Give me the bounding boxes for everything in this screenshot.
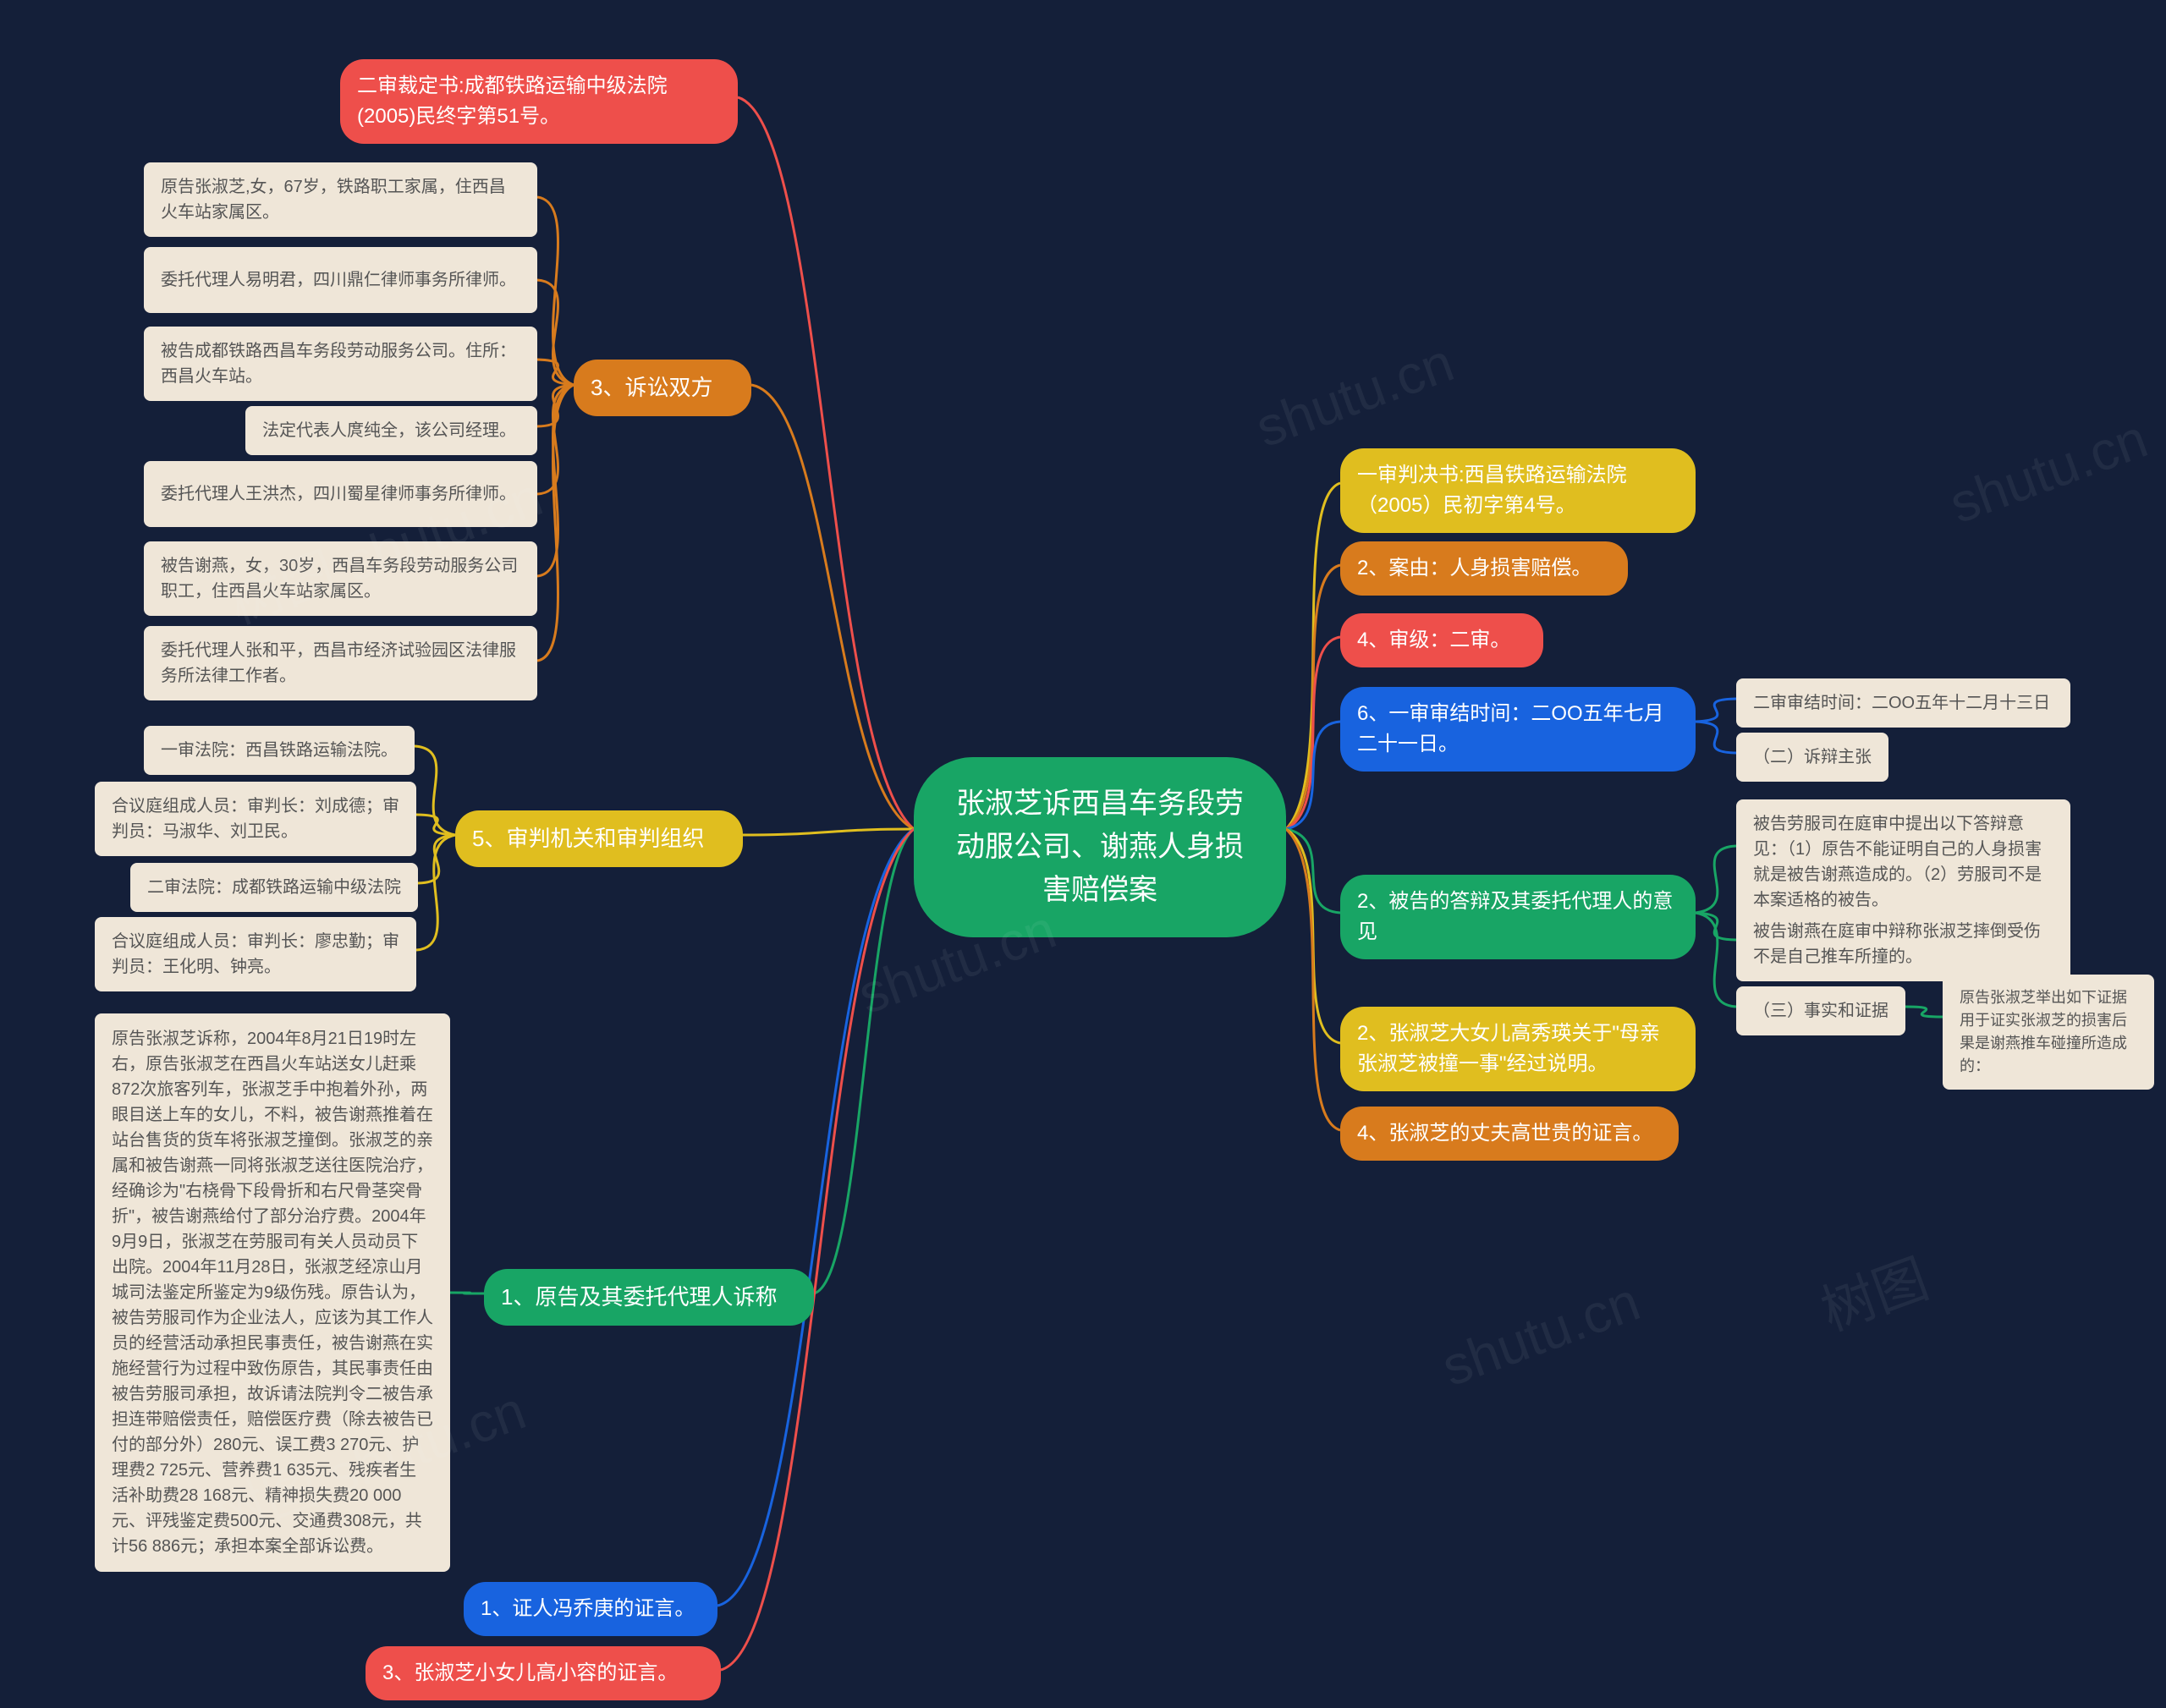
mindmap-node[interactable]: 一审判决书:西昌铁路运输法院（2005）民初字第4号。 [1340,448,1696,533]
mindmap-node[interactable]: 3、张淑芝小女儿高小容的证言。 [366,1646,721,1700]
mindmap-node[interactable]: 委托代理人易明君，四川鼎仁律师事务所律师。 [144,247,537,313]
edge [1696,913,1736,1007]
mindmap-node[interactable]: 二审裁定书:成都铁路运输中级法院(2005)民终字第51号。 [340,59,738,144]
edge [1696,722,1736,753]
edge [743,829,914,835]
mindmap-node[interactable]: 5、审判机关和审判组织 [455,810,743,867]
mindmap-node[interactable]: 一审法院：西昌铁路运输法院。 [144,726,415,775]
edge [721,829,914,1670]
mindmap-node[interactable]: 1、原告及其委托代理人诉称 [484,1269,814,1326]
mindmap-node[interactable]: 6、一审审结时间：二OO五年七月二十一日。 [1340,687,1696,772]
mindmap-node[interactable]: 委托代理人张和平，西昌市经济试验园区法律服务所法律工作者。 [144,626,537,700]
mindmap-node[interactable]: 2、张淑芝大女儿高秀瑛关于"母亲张淑芝被撞一事"经过说明。 [1340,1007,1696,1091]
mindmap-node[interactable]: 2、案由：人身损害赔偿。 [1340,541,1628,596]
edge [415,746,455,835]
edge [814,829,914,1293]
mindmap-node[interactable]: 原告张淑芝举出如下证据用于证实张淑芝的损害后果是谢燕推车碰撞所造成的： [1943,975,2154,1090]
edge [738,97,914,829]
mindmap-node[interactable]: 二审法院：成都铁路运输中级法院 [130,863,418,912]
center-node[interactable]: 张淑芝诉西昌车务段劳动服公司、谢燕人身损害赔偿案 [914,757,1286,937]
mindmap-node[interactable]: （三）事实和证据 [1736,986,1905,1035]
mindmap-node[interactable]: 合议庭组成人员：审判长：刘成德；审判员：马淑华、刘卫民。 [95,782,416,856]
edge [1905,1007,1943,1017]
mindmap-node[interactable]: 被告成都铁路西昌车务段劳动服务公司。住所：西昌火车站。 [144,327,537,401]
mindmap-node[interactable]: 原告张淑芝诉称，2004年8月21日19时左右，原告张淑芝在西昌火车站送女儿赶乘… [95,1013,450,1572]
mindmap-node[interactable]: 4、张淑芝的丈夫高世贵的证言。 [1340,1107,1679,1161]
mindmap-node[interactable]: 4、审级：二审。 [1340,613,1543,667]
mindmap-node[interactable]: （二）诉辩主张 [1736,733,1888,782]
mindmap-node[interactable]: 被告谢燕，女，30岁，西昌车务段劳动服务公司职工，住西昌火车站家属区。 [144,541,537,616]
mindmap-node[interactable]: 二审审结时间：二OO五年十二月十三日 [1736,678,2070,728]
edge [751,385,914,829]
edge [1696,846,1736,913]
mindmap-node[interactable]: 合议庭组成人员：审判长：廖忠勤；审判员：王化明、钟亮。 [95,917,416,991]
mindmap-node[interactable]: 2、被告的答辩及其委托代理人的意见 [1340,875,1696,959]
mindmap-node[interactable]: 被告劳服司在庭审中提出以下答辩意见：（1）原告不能证明自己的人身损害就是被告谢燕… [1736,799,2070,925]
edge [717,829,914,1606]
mindmap-node[interactable]: 原告张淑芝,女，67岁，铁路职工家属，住西昌火车站家属区。 [144,162,537,237]
edge [418,835,455,883]
mindmap-node[interactable]: 被告谢燕在庭审中辩称张淑芝摔倒受伤不是自己推车所撞的。 [1736,907,2070,981]
edge [1696,699,1736,722]
edge [416,835,455,950]
mindmap-node[interactable]: 1、证人冯乔庚的证言。 [464,1582,717,1636]
edge [416,815,455,835]
mindmap-node[interactable]: 法定代表人庹纯全，该公司经理。 [245,406,537,455]
mindmap-node[interactable]: 委托代理人王洪杰，四川蜀星律师事务所律师。 [144,461,537,527]
mindmap-node[interactable]: 3、诉讼双方 [574,360,751,416]
